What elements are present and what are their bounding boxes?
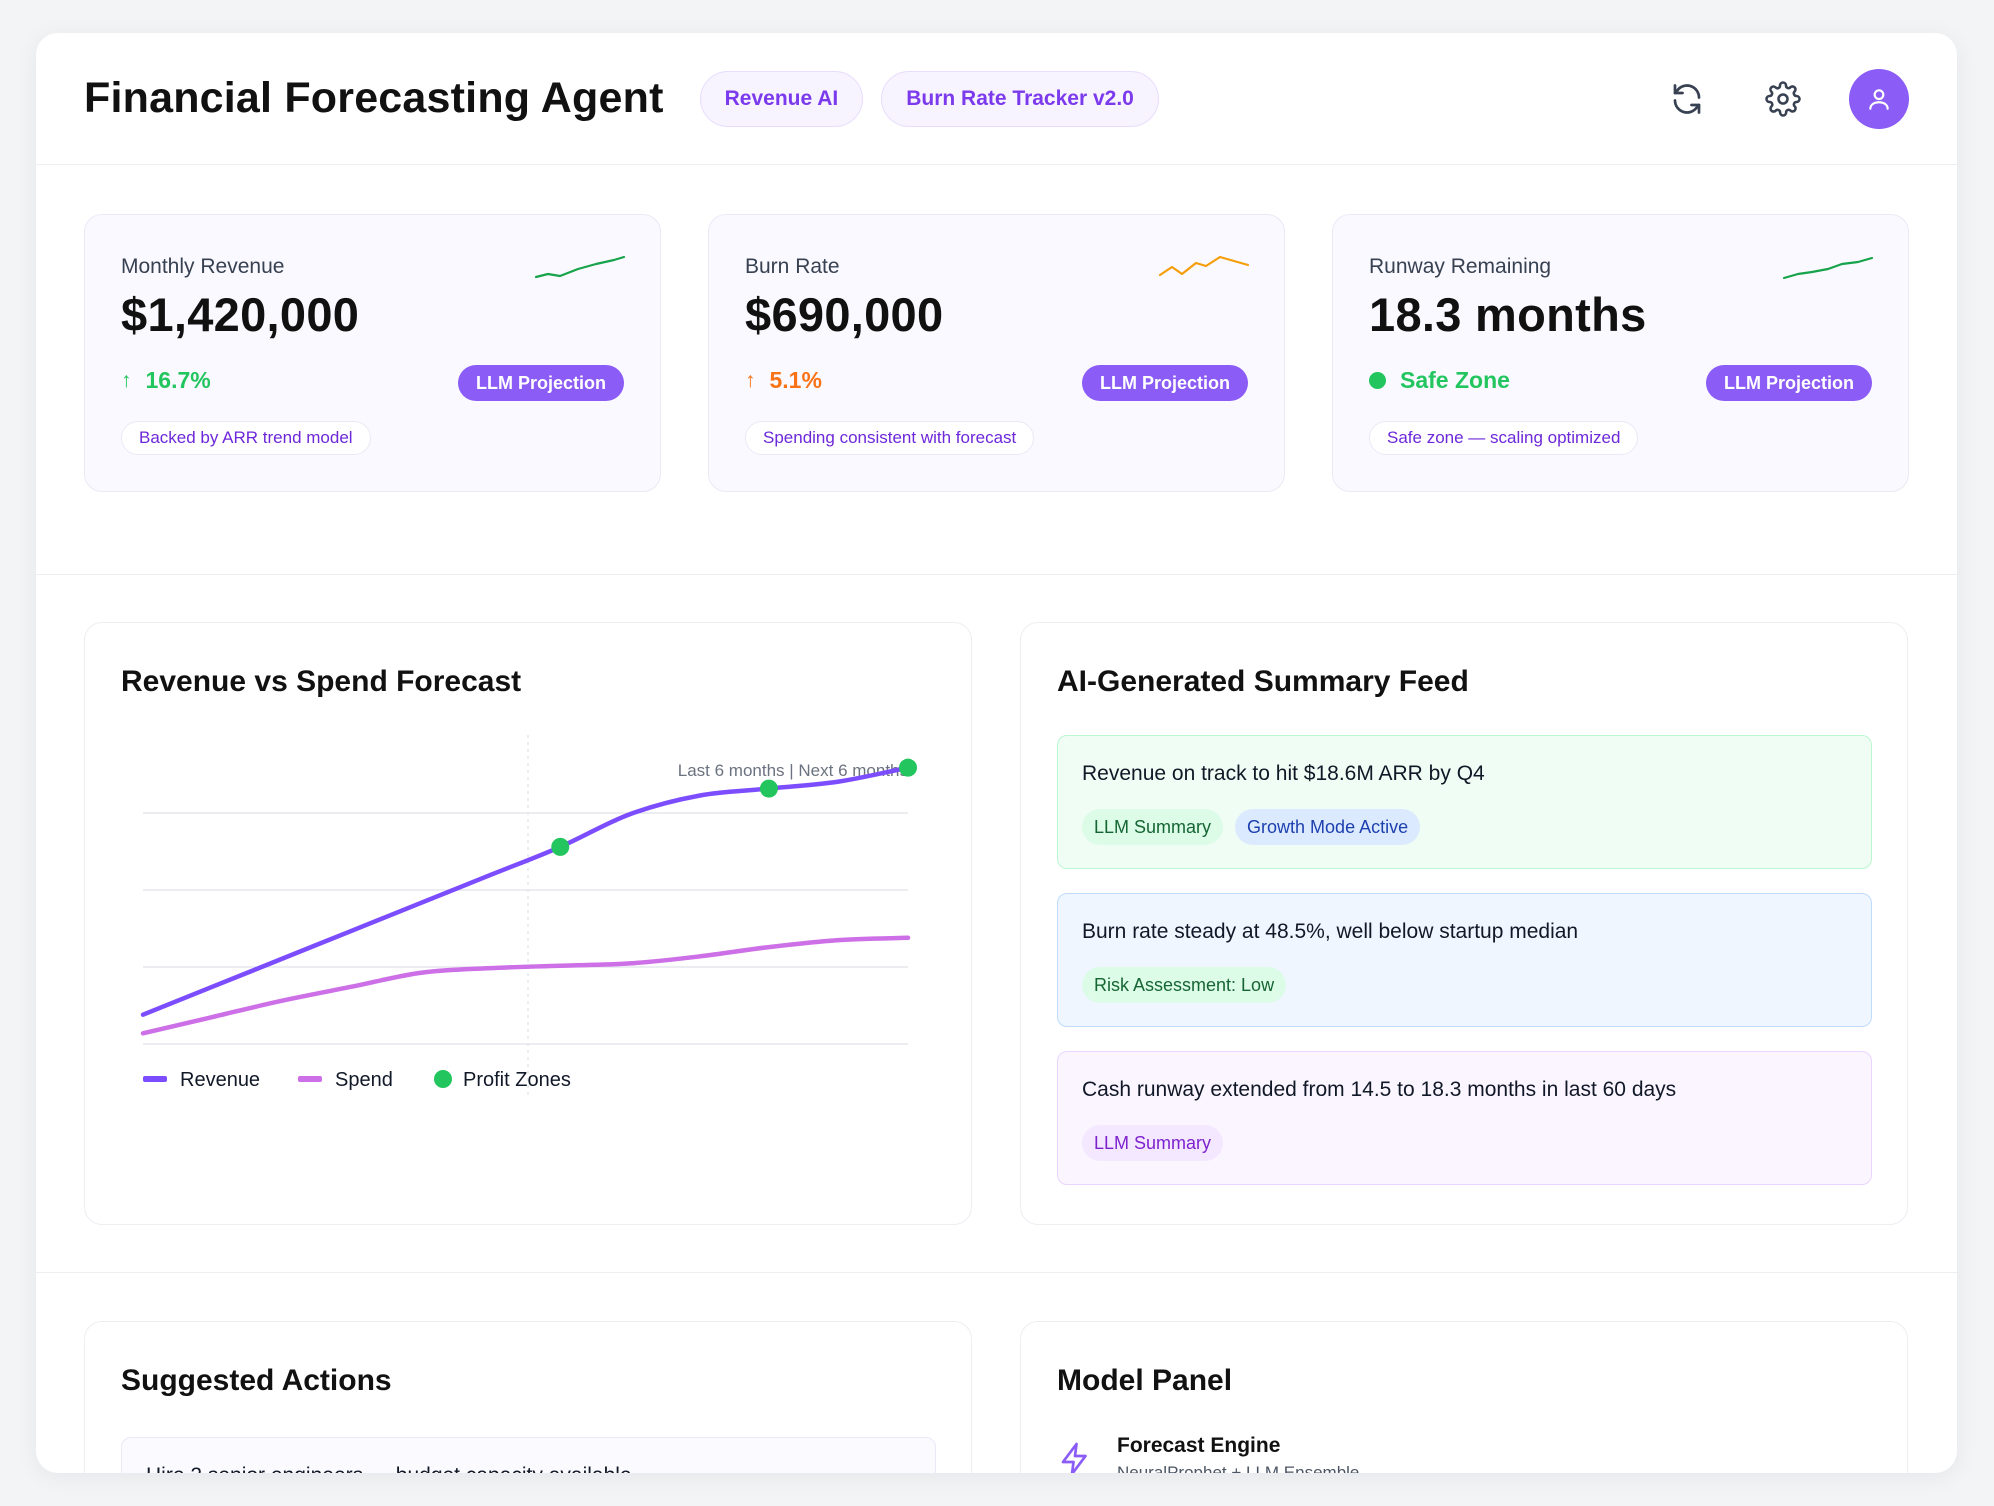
legend-profit-label: Profit Zones [463,1069,571,1091]
kpi-card-burn-rate[interactable]: Burn Rate $690,000 ↑ 5.1% LLM Projection… [708,214,1285,492]
kpi-card-runway[interactable]: Runway Remaining 18.3 months Safe Zone L… [1332,214,1909,492]
kpi-label: Runway Remaining [1369,255,1552,278]
tag-risk-assessment: Risk Assessment: Low [1082,967,1287,1003]
summary-item[interactable]: Burn rate steady at 48.5%, well below st… [1057,893,1872,1027]
kpi-note: Backed by ARR trend model [121,421,371,455]
page-title: Financial Forecasting Agent [84,74,664,122]
kpi-label: Burn Rate [745,255,840,278]
action-text: Hire 2 senior engineers — budget capacit… [146,1464,632,1473]
tag-llm-summary: LLM Summary [1082,1125,1224,1161]
llm-projection-badge: LLM Projection [1706,365,1872,401]
avatar[interactable] [1849,68,1909,129]
app-window: Financial Forecasting Agent Revenue AI B… [36,33,1957,1473]
tag-growth-mode: Growth Mode Active [1235,809,1421,845]
summary-text: Cash runway extended from 14.5 to 18.3 m… [1082,1078,1677,1101]
header: Financial Forecasting Agent Revenue AI B… [36,33,1957,165]
summary-feed-card: AI-Generated Summary Feed Revenue on tra… [1020,622,1908,1225]
llm-projection-badge: LLM Projection [458,365,624,401]
profit-zone-point[interactable] [899,758,917,777]
status-dot [1369,372,1386,389]
sparkline [1158,255,1250,277]
model-info: Forecast Engine NeuralProphet + LLM Ense… [1117,1434,1359,1473]
legend-spend-label: Spend [335,1069,393,1091]
summary-tags: Risk Assessment: Low [1082,967,1298,1003]
summary-item[interactable]: Revenue on track to hit $18.6M ARR by Q4… [1057,735,1872,869]
lightning-icon [1061,1442,1087,1473]
arrow-up-icon: ↑ [121,368,132,392]
kpi-change: ↑ 5.1% [745,367,822,394]
sparkline-line [534,255,626,279]
profit-zone-markers [551,758,917,856]
refresh-button[interactable] [1657,69,1717,129]
kpi-section: Monthly Revenue $1,420,000 ↑ 16.7% LLM P… [36,165,1957,575]
kpi-note: Spending consistent with forecast [745,421,1035,455]
model-panel-card: Model Panel Forecast Engine NeuralProphe… [1020,1321,1908,1473]
model-item[interactable]: Forecast Engine NeuralProphet + LLM Ense… [1057,1434,1359,1473]
user-icon [1869,88,1889,110]
model-subtitle: NeuralProphet + LLM Ensemble [1117,1463,1360,1473]
kpi-status-label: Safe Zone [1400,367,1510,393]
kpi-label: Monthly Revenue [121,255,285,278]
summary-tags: LLM Summary [1082,1125,1235,1161]
kpi-change-value: 16.7% [145,367,211,393]
model-panel-title: Model Panel [1057,1364,1233,1397]
gear-icon [1765,80,1801,117]
middle-section: Revenue vs Spend Forecast Last 6 months … [36,575,1957,1273]
legend-profit-swatch [434,1070,452,1088]
kpi-change-value: 5.1% [769,367,822,393]
kpi-change: ↑ 16.7% [121,367,211,394]
refresh-icon [1673,83,1701,114]
kpi-status: Safe Zone [1369,367,1510,394]
chart-title: Revenue vs Spend Forecast [121,665,522,698]
period-label: Last 6 months | Next 6 months [678,761,908,780]
profit-zone-point[interactable] [759,779,778,798]
suggested-actions-card: Suggested Actions Hire 2 senior engineer… [84,1321,972,1473]
summary-text: Revenue on track to hit $18.6M ARR by Q4 [1082,762,1485,785]
legend-revenue-swatch [143,1076,167,1082]
pill-burn-rate-tracker[interactable]: Burn Rate Tracker v2.0 [881,70,1159,127]
kpi-note: Safe zone — scaling optimized [1369,421,1639,455]
spend-series-line [140,935,911,1036]
model-name: Forecast Engine [1117,1434,1281,1457]
summary-item[interactable]: Cash runway extended from 14.5 to 18.3 m… [1057,1051,1872,1185]
sparkline-line [1158,255,1250,277]
sparkline [1782,256,1874,280]
bottom-section: Suggested Actions Hire 2 senior engineer… [36,1273,1957,1473]
action-item[interactable]: Hire 2 senior engineers — budget capacit… [121,1437,936,1473]
pill-revenue-ai[interactable]: Revenue AI [699,70,864,127]
sparkline-line [1782,256,1874,280]
header-actions [1621,68,1909,129]
kpi-value: 18.3 months [1369,288,1647,341]
revenue-series-line [140,765,911,1017]
llm-projection-badge: LLM Projection [1082,365,1248,401]
summary-title: AI-Generated Summary Feed [1057,665,1469,698]
grid [143,812,908,1045]
tag-llm-summary: LLM Summary [1082,809,1224,845]
kpi-card-monthly-revenue[interactable]: Monthly Revenue $1,420,000 ↑ 16.7% LLM P… [84,214,661,492]
revenue-spend-chart-card: Revenue vs Spend Forecast Last 6 months … [84,622,972,1225]
arrow-up-icon: ↑ [745,368,756,392]
profit-zone-point[interactable] [551,837,570,856]
chart-legend: Revenue Spend Profit Zones [143,1069,571,1091]
kpi-value: $1,420,000 [121,288,360,341]
line-chart: Last 6 months | Next 6 months Revenue Sp… [140,735,917,1098]
legend-spend-swatch [298,1076,322,1082]
kpi-value: $690,000 [745,288,944,341]
sparkline [534,255,626,279]
settings-button[interactable] [1753,69,1813,129]
summary-tags: LLM Summary Growth Mode Active [1082,809,1432,845]
summary-text: Burn rate steady at 48.5%, well below st… [1082,920,1579,943]
actions-title: Suggested Actions [121,1364,392,1397]
legend-revenue-label: Revenue [180,1069,260,1091]
